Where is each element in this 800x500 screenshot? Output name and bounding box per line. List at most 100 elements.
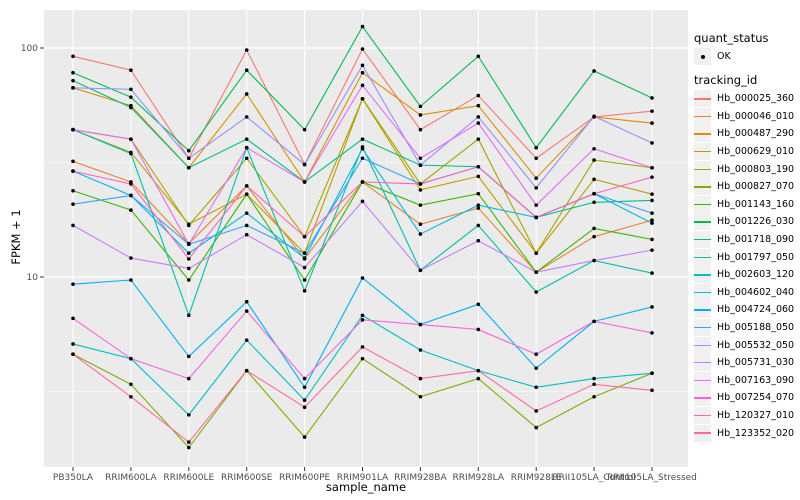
legend-tracking-label: Hb_000827_070 (717, 181, 795, 193)
data-point (187, 354, 191, 359)
data-point (592, 191, 596, 196)
data-point (592, 234, 596, 239)
data-point (71, 223, 75, 228)
data-point (650, 192, 654, 196)
data-point (129, 87, 133, 92)
x-tick-label: RRIM928BA (394, 473, 447, 483)
legend-key-box (694, 354, 711, 372)
data-point (534, 186, 538, 190)
legend-key-line (694, 397, 711, 399)
point-marker-icon (700, 54, 705, 59)
legend-key-line (694, 133, 711, 135)
data-point (476, 121, 481, 125)
data-point (302, 234, 307, 239)
legend-tracking-item: Hb_002603_120 (694, 266, 794, 284)
data-point (592, 376, 596, 381)
data-point (129, 68, 133, 72)
legend-tracking-item: Hb_120327_010 (694, 406, 795, 425)
legend-key-box (694, 195, 711, 213)
legend-tracking-label: Hb_005731_030 (717, 357, 795, 369)
data-point (476, 327, 481, 332)
y-tick-label: 100 (21, 44, 38, 54)
legend-key-box (694, 389, 711, 407)
data-point (418, 156, 423, 161)
data-point (71, 159, 75, 164)
data-point (302, 278, 307, 282)
data-point (71, 316, 75, 321)
data-point (360, 313, 365, 318)
data-point (418, 127, 423, 132)
data-point (360, 318, 365, 322)
data-point (534, 385, 538, 390)
data-point (418, 348, 423, 352)
data-point (71, 86, 75, 90)
data-point (476, 115, 481, 119)
legend-tracking-label: Hb_007254_070 (717, 392, 795, 404)
legend-tracking-item: Hb_005188_050 (694, 319, 794, 337)
data-point (650, 371, 654, 376)
data-point (650, 305, 654, 309)
data-point (244, 211, 249, 215)
legend-tracking-label: Hb_120327_010 (717, 409, 795, 421)
data-point (244, 68, 249, 72)
data-point (534, 366, 538, 370)
legend-tracking-item: Hb_000025_360 (694, 90, 794, 108)
data-point (650, 221, 654, 225)
legend-tracking-label: Hb_123352_020 (717, 427, 795, 439)
data-point (592, 200, 596, 205)
data-point (592, 177, 596, 182)
data-point (129, 278, 133, 282)
x-tick-label: PB350LA (53, 473, 94, 483)
data-point (476, 206, 481, 210)
x-tick-label: RRII105LA_Stressed (607, 473, 697, 483)
legend-tracking-item: Hb_001143_160 (694, 195, 794, 214)
legend-key-line (694, 362, 711, 364)
data-point (360, 180, 365, 184)
legend-key-box (694, 178, 711, 196)
legend-tracking-label: Hb_004602_040 (717, 286, 795, 298)
data-point (244, 368, 249, 373)
legend-tracking-label: Hb_000025_360 (717, 93, 795, 105)
legend-tracking-label: Hb_004724_060 (717, 304, 795, 316)
legend-tracking-item: Hb_004602_040 (694, 283, 795, 302)
legend-tracking-label: Hb_000487_290 (717, 128, 795, 140)
legend-tracking-label: Hb_001797_050 (717, 251, 795, 263)
data-point (129, 382, 133, 387)
data-point (360, 276, 365, 280)
data-point (592, 258, 596, 263)
data-point (650, 211, 654, 215)
legend-tracking-item: Hb_000629_010 (694, 143, 794, 161)
x-tick-label: RRIM928LA (453, 473, 505, 483)
data-point (129, 193, 133, 198)
legend-tracking-item: Hb_000046_010 (694, 107, 794, 126)
data-point (129, 105, 133, 110)
data-point (476, 302, 481, 307)
data-point (476, 368, 481, 373)
data-point (244, 192, 249, 196)
data-point (534, 203, 538, 207)
data-point (592, 226, 596, 231)
legend-key-line (694, 238, 711, 241)
data-point (418, 268, 423, 273)
legend-tracking-label: Hb_002603_120 (717, 269, 795, 281)
data-point (187, 445, 191, 450)
legend-key-box (694, 143, 711, 161)
data-point (360, 70, 365, 75)
legend-key-line (694, 168, 711, 170)
legend-tracking-item: Hb_000803_190 (694, 160, 794, 178)
data-point (244, 137, 249, 141)
legend-key-line (694, 98, 711, 100)
data-point (360, 146, 365, 151)
data-point (360, 24, 365, 29)
data-point (360, 63, 365, 68)
legend-key-box (694, 319, 711, 337)
data-point (592, 394, 596, 399)
legend-key-line (694, 379, 711, 382)
data-point (534, 409, 538, 413)
data-point (187, 165, 191, 170)
data-point (187, 156, 191, 161)
data-point (360, 83, 365, 88)
data-point (418, 182, 423, 186)
